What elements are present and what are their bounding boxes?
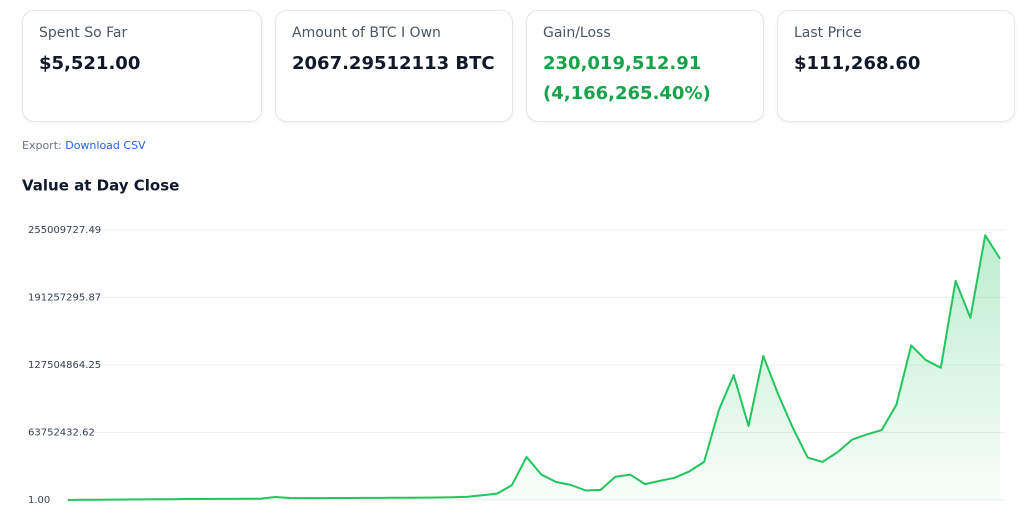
- y-tick-label: 255009727.49: [28, 225, 101, 236]
- card: Gain/Loss 230,019,512.91 (4,166,265.40%): [526, 10, 764, 122]
- download-link[interactable]: Download CSV: [65, 139, 146, 152]
- card-value: 2067.29512113 BTC: [292, 53, 495, 74]
- line: [67, 234, 1001, 501]
- y-tick-label: 191257295.87: [28, 293, 101, 304]
- card-label: Last Price: [794, 25, 862, 41]
- y-tick-label: 63752432.62: [28, 428, 95, 439]
- card-value: $5,521.00: [39, 53, 141, 74]
- card: Amount of BTC I Own 2067.29512113 BTC: [275, 10, 513, 122]
- y-tick-label: 1.00: [28, 495, 50, 506]
- area: [68, 235, 1000, 501]
- chart-title: Value at Day Close: [22, 177, 179, 195]
- card: Spent So Far $5,521.00: [22, 10, 262, 122]
- card-label: Spent So Far: [39, 25, 128, 41]
- y-tick-label: 127504864.25: [28, 360, 101, 371]
- export: Export: Download CSV: [22, 139, 146, 152]
- export-label: Export:: [22, 139, 62, 152]
- card-value: $111,268.60: [794, 53, 921, 74]
- card-label: Gain/Loss: [543, 25, 611, 41]
- card: Last Price $111,268.60: [777, 10, 1015, 122]
- card-value: 230,019,512.91: [543, 53, 702, 74]
- card-percent: (4,166,265.40%): [543, 83, 711, 104]
- card-label: Amount of BTC I Own: [292, 25, 441, 41]
